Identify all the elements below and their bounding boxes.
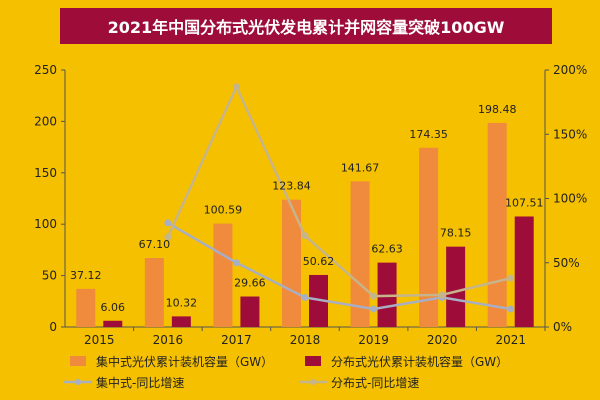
bar-centralized xyxy=(350,181,370,327)
y-right-tick-label: 100% xyxy=(553,192,587,206)
data-label-centralized: 141.67 xyxy=(341,161,380,174)
y-right-tick-label: 150% xyxy=(553,127,587,141)
y-left-tick-label: 150 xyxy=(34,166,57,180)
point-centralized-growth xyxy=(164,219,172,227)
bar-distributed xyxy=(446,246,466,327)
data-label-centralized: 198.48 xyxy=(478,103,517,116)
point-distributed-growth xyxy=(232,83,240,91)
x-tick-label: 2016 xyxy=(153,333,184,347)
y-left-tick-label: 250 xyxy=(34,63,57,77)
bar-distributed xyxy=(103,320,123,327)
bar-centralized xyxy=(76,288,96,327)
y-left-tick-label: 0 xyxy=(49,320,57,334)
data-label-distributed: 62.63 xyxy=(371,243,403,256)
point-distributed-growth xyxy=(438,291,446,299)
point-distributed-growth xyxy=(370,292,378,300)
data-label-distributed: 10.32 xyxy=(166,296,198,309)
bar-distributed xyxy=(514,216,534,327)
x-tick-label: 2018 xyxy=(290,333,321,347)
legend: 集中式光伏累计装机容量（GW） 分布式光伏累计装机容量（GW） 集中式-同比增速 分布… xyxy=(64,354,508,390)
line-centralized-growth xyxy=(167,221,511,311)
bar-centralized xyxy=(144,258,164,327)
data-label-centralized: 67.10 xyxy=(139,238,171,251)
point-centralized-growth xyxy=(232,259,240,267)
y-right-tick-label: 200% xyxy=(553,63,587,77)
data-label-centralized: 123.84 xyxy=(272,180,311,193)
x-tick-label: 2020 xyxy=(427,333,458,347)
point-distributed-growth xyxy=(301,232,309,240)
bar-centralized xyxy=(282,199,301,327)
point-centralized-growth xyxy=(301,293,309,301)
line-distributed-growth xyxy=(166,83,512,298)
data-label-distributed: 6.06 xyxy=(101,301,126,314)
point-distributed-growth xyxy=(164,233,172,241)
data-label-centralized: 100.59 xyxy=(204,204,243,217)
legend-swatch-bar xyxy=(305,356,321,366)
data-label-centralized: 174.35 xyxy=(409,128,448,141)
legend-label: 分布式-同比增速 xyxy=(331,376,419,390)
axes-layer: 0 50 100 150 200 250 0% 50% 100% 150% 200% 2015 2016… xyxy=(34,63,587,347)
data-label-distributed: 107.51 xyxy=(505,196,544,209)
x-tick-label: 2017 xyxy=(221,333,252,347)
point-centralized-growth xyxy=(370,305,378,313)
bar-centralized xyxy=(419,147,439,327)
bar-centralized xyxy=(487,122,507,328)
chart-title-bar: 2021年中国分布式光伏发电累计并网容量突破100GW xyxy=(60,8,552,44)
legend-label: 集中式-同比增速 xyxy=(96,375,184,390)
data-label-centralized: 37.12 xyxy=(70,269,102,282)
legend-swatch-marker xyxy=(310,379,316,385)
y-left-tick-label: 200 xyxy=(34,114,57,128)
legend-swatch-marker xyxy=(75,379,81,385)
x-tick-label: 2021 xyxy=(495,333,526,347)
legend-swatch-bar xyxy=(70,356,86,366)
labels-layer: 37.12 67.10 100.59 123.84 141.67 174.35 198.48… xyxy=(70,103,543,314)
point-distributed-growth xyxy=(507,274,515,282)
data-label-distributed: 50.62 xyxy=(303,255,335,268)
y-right-tick-label: 0% xyxy=(553,320,572,334)
chart-title: 2021年中国分布式光伏发电累计并网容量突破100GW xyxy=(107,18,505,37)
bar-distributed xyxy=(240,296,260,327)
y-right-tick-label: 50% xyxy=(553,256,580,270)
x-tick-label: 2019 xyxy=(358,333,389,347)
bar-centralized xyxy=(213,223,233,327)
data-label-distributed: 29.66 xyxy=(234,277,266,290)
x-tick-label: 2015 xyxy=(84,333,115,347)
lines-layer xyxy=(164,83,515,313)
legend-label: 集中式光伏累计装机容量（GW） xyxy=(96,354,273,369)
point-centralized-growth xyxy=(507,305,515,313)
bar-distributed xyxy=(171,316,191,327)
data-label-distributed: 78.15 xyxy=(440,227,472,240)
y-left-tick-label: 100 xyxy=(34,217,57,231)
y-left-tick-label: 50 xyxy=(42,269,57,283)
legend-label: 分布式光伏累计装机容量（GW） xyxy=(331,354,508,369)
